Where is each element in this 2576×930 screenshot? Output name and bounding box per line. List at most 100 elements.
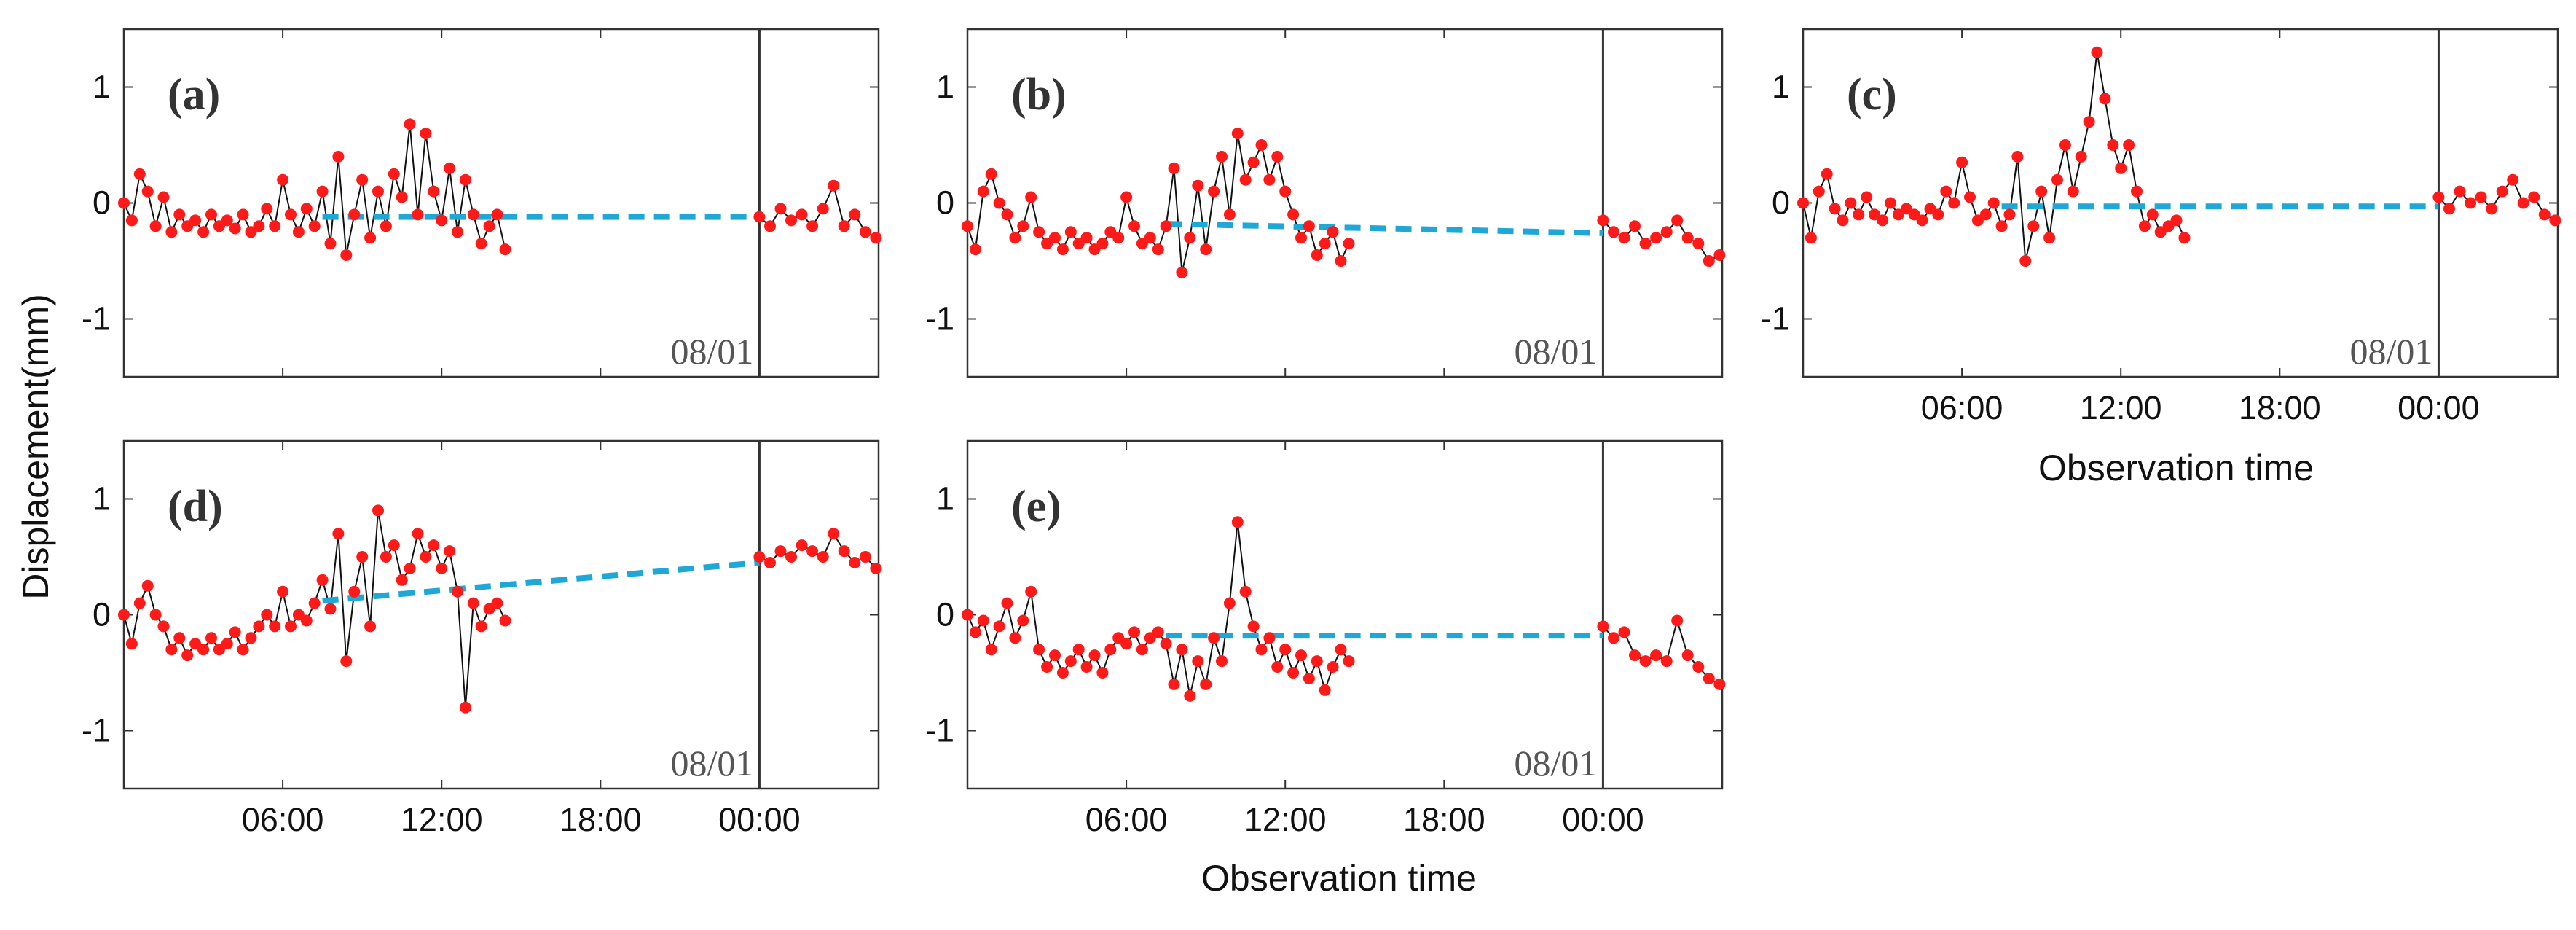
data-point xyxy=(285,208,297,221)
data-point xyxy=(237,208,249,221)
data-point xyxy=(2043,232,2056,244)
data-point xyxy=(388,168,400,180)
data-point xyxy=(189,638,202,650)
data-point xyxy=(1239,585,1252,598)
data-point xyxy=(1080,661,1093,673)
data-point xyxy=(764,557,776,568)
data-point xyxy=(1033,226,1045,238)
data-point xyxy=(1001,208,1013,221)
data-point xyxy=(1681,649,1694,662)
data-point xyxy=(859,551,871,563)
data-point xyxy=(993,197,1005,209)
data-point xyxy=(1303,220,1315,232)
data-point xyxy=(1319,238,1331,250)
data-point xyxy=(364,620,377,633)
data-point xyxy=(2091,46,2103,58)
y-tick-label: 1 xyxy=(936,69,954,106)
data-point xyxy=(1184,232,1196,244)
data-point xyxy=(806,545,819,558)
data-point xyxy=(1597,620,1609,633)
panel-d: 1 0 -1 06:00 12:00 18:00 00:00 (d) 08/01 xyxy=(82,439,882,838)
data-point xyxy=(2432,191,2445,203)
data-point xyxy=(165,226,178,238)
data-point xyxy=(1608,226,1619,238)
panel-a: 1 0 -1 (a) 08/01 xyxy=(82,28,882,378)
data-point xyxy=(1797,197,1809,209)
data-point xyxy=(985,168,997,180)
data-point xyxy=(1072,644,1085,656)
data-point xyxy=(467,597,479,609)
data-point xyxy=(1837,214,1849,227)
data-point xyxy=(962,609,973,621)
data-point xyxy=(1956,156,1968,168)
data-point xyxy=(205,208,217,221)
panel-label: (a) xyxy=(168,70,220,120)
data-point xyxy=(2067,185,2079,198)
data-point xyxy=(261,609,273,621)
data-point xyxy=(1096,667,1109,679)
data-point xyxy=(1948,197,1960,209)
data-point xyxy=(300,203,313,215)
data-point xyxy=(2170,214,2183,227)
data-point xyxy=(977,614,989,627)
data-point xyxy=(859,226,871,238)
trend-line xyxy=(322,559,760,604)
data-point xyxy=(764,220,776,232)
data-point xyxy=(1112,232,1125,244)
y-axis-title: Displacement(mm) xyxy=(15,294,56,600)
data-point xyxy=(491,208,503,221)
data-point xyxy=(870,562,882,574)
data-point xyxy=(849,557,861,568)
data-point xyxy=(444,545,456,558)
data-point xyxy=(1629,649,1641,662)
y-tick-label: 1 xyxy=(1772,69,1790,106)
data-point xyxy=(1104,644,1117,656)
data-point xyxy=(993,620,1005,633)
data-point xyxy=(340,655,353,668)
data-point xyxy=(1176,644,1188,656)
x-tick-label: 06:00 xyxy=(242,801,324,838)
data-point xyxy=(1263,632,1276,644)
data-point xyxy=(197,644,210,656)
measured-line xyxy=(123,124,506,256)
panel-b: 1 0 -1 (b) 08/01 xyxy=(925,28,1726,378)
data-point xyxy=(380,551,392,563)
data-point xyxy=(125,638,138,650)
data-point xyxy=(2443,203,2455,215)
x-axis-title-top-right: Observation time xyxy=(2038,448,2314,488)
data-point xyxy=(372,504,384,517)
data-point xyxy=(475,238,487,250)
date-marker-label: 08/01 xyxy=(1515,743,1598,784)
data-point xyxy=(1853,208,1865,221)
data-point xyxy=(774,545,787,558)
data-point xyxy=(1160,220,1172,232)
x-tick-label: 12:00 xyxy=(401,801,483,838)
data-point xyxy=(2083,116,2095,128)
data-point xyxy=(1271,150,1284,163)
data-point xyxy=(2528,191,2540,203)
data-point xyxy=(1597,214,1609,227)
y-tick-label: -1 xyxy=(1761,300,1790,337)
data-point xyxy=(828,528,840,540)
plot-frame xyxy=(122,439,880,790)
data-point xyxy=(2486,203,2498,215)
y-tick-label: 0 xyxy=(1772,184,1790,222)
data-point xyxy=(1650,232,1662,244)
x-tick-label: 06:00 xyxy=(1921,389,2003,426)
data-point xyxy=(380,220,392,232)
data-point xyxy=(1618,232,1630,244)
data-point xyxy=(1216,150,1228,163)
data-point xyxy=(141,185,154,198)
date-marker-label: 08/01 xyxy=(2350,331,2433,372)
data-point xyxy=(125,214,138,227)
data-point xyxy=(157,620,170,633)
date-marker-label: 08/01 xyxy=(671,331,754,372)
data-point xyxy=(165,644,178,656)
y-tick-label: -1 xyxy=(925,712,954,749)
y-tick-label: 0 xyxy=(936,596,954,633)
data-point xyxy=(404,118,416,130)
data-point xyxy=(2019,255,2032,267)
data-point xyxy=(2075,150,2087,163)
data-point xyxy=(2035,185,2048,198)
data-point xyxy=(420,128,432,140)
